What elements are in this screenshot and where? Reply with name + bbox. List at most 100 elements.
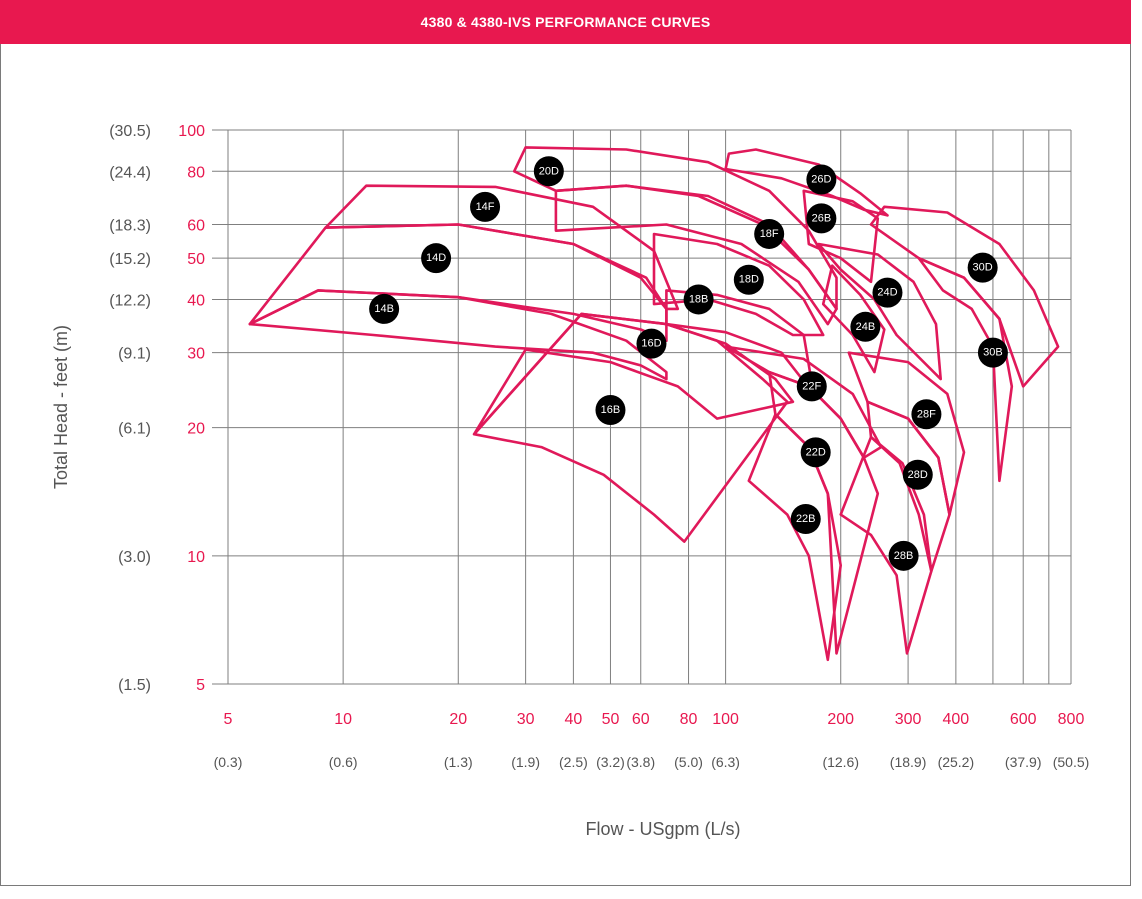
x-tick-label-gpm: 300 xyxy=(895,711,922,728)
y-axis-ticks: 5 (1.5) 10 (3.0) 20 (6.1) 30 (9.1) 40 (12.2) 50 (15… xyxy=(109,123,205,694)
y-tick-label-ft: 5 xyxy=(196,677,205,694)
badge-28d: 28D xyxy=(902,459,933,490)
x-tick-label-gpm: 80 xyxy=(680,711,698,728)
badge-circle xyxy=(733,264,764,295)
curve-28f xyxy=(847,351,966,516)
x-axis-label: Flow - USgpm (L/s) xyxy=(585,819,740,839)
badge-30d: 30D xyxy=(967,252,998,283)
badge-circle xyxy=(636,328,667,359)
badge-circle xyxy=(967,252,998,283)
x-tick-label-ls: (1.9) xyxy=(511,754,540,770)
badge-label: 30D xyxy=(973,262,993,274)
performance-curves-chart: 5 (1.5) 10 (3.0) 20 (6.1) 30 (9.1) 40 (12.2) 50 (15… xyxy=(51,123,1090,839)
y-tick-label-m: (24.4) xyxy=(109,164,151,181)
badge-label: 28F xyxy=(917,408,936,420)
x-tick-label-gpm: 30 xyxy=(517,711,535,728)
x-tick-label-ls: (0.3) xyxy=(214,754,243,770)
badge-28f: 28F xyxy=(911,399,942,430)
badge-circle xyxy=(872,277,903,308)
x-tick-label-gpm: 100 xyxy=(712,711,739,728)
y-tick-label-m: (15.2) xyxy=(109,251,151,268)
badge-22f: 22F xyxy=(796,371,827,402)
chart-frame xyxy=(0,0,1131,886)
badge-label: 20D xyxy=(539,165,559,177)
curve-badges: 14B 14D 14F 16B 16D 18B 18D 18F 20D 22B 22D 22F 24B 2… xyxy=(369,156,1008,571)
badge-26d: 26D xyxy=(806,164,837,195)
curve-30d xyxy=(869,205,1060,388)
curve-18d xyxy=(652,232,825,337)
badge-22d: 22D xyxy=(800,437,831,468)
y-tick-label-m: (12.2) xyxy=(109,292,151,309)
badge-26b: 26B xyxy=(806,203,837,234)
y-tick-label-ft: 30 xyxy=(187,346,205,363)
x-axis-ticks: 5 (0.3) 10 (0.6) 20 (1.3) 30 (1.9) 40 (2.5) 50 (3.2… xyxy=(214,711,1090,770)
badge-circle xyxy=(806,164,837,195)
badge-circle xyxy=(902,459,933,490)
badge-label: 18D xyxy=(739,274,759,286)
badge-14d: 14D xyxy=(421,243,452,274)
x-tick-label-ls: (3.8) xyxy=(626,754,655,770)
badge-circle xyxy=(800,437,831,468)
badge-circle xyxy=(470,191,501,222)
y-tick-label-ft: 60 xyxy=(187,217,205,234)
x-tick-label-gpm: 5 xyxy=(224,711,233,728)
y-tick-label-ft: 80 xyxy=(187,164,205,181)
x-tick-label-gpm: 50 xyxy=(602,711,620,728)
curve-24d xyxy=(817,242,942,381)
curve-24b xyxy=(821,264,886,374)
badge-18b: 18B xyxy=(683,284,714,315)
badge-circle xyxy=(533,156,564,187)
badge-label: 26D xyxy=(811,174,831,186)
badge-label: 22B xyxy=(796,513,816,525)
curve-16d xyxy=(472,312,795,436)
badge-label: 30B xyxy=(983,347,1003,359)
badge-30b: 30B xyxy=(977,337,1008,368)
badge-22b: 22B xyxy=(790,504,821,535)
x-tick-label-gpm: 20 xyxy=(449,711,467,728)
badge-circle xyxy=(595,395,626,426)
x-tick-label-ls: (12.6) xyxy=(822,754,859,770)
badge-18d: 18D xyxy=(733,264,764,295)
x-tick-label-gpm: 800 xyxy=(1058,711,1085,728)
x-tick-label-gpm: 60 xyxy=(632,711,650,728)
badge-label: 18F xyxy=(760,228,779,240)
curve-20d xyxy=(512,146,838,311)
badge-circle xyxy=(911,399,942,430)
x-tick-label-ls: (25.2) xyxy=(938,754,975,770)
badge-18f: 18F xyxy=(754,218,785,249)
badge-20d: 20D xyxy=(533,156,564,187)
y-axis-label: Total Head - feet (m) xyxy=(51,325,71,489)
badge-16d: 16D xyxy=(636,328,667,359)
curve-26d xyxy=(724,148,889,217)
badge-label: 24B xyxy=(856,321,876,333)
badge-label: 16D xyxy=(641,338,661,350)
y-tick-label-m: (9.1) xyxy=(118,346,151,363)
x-tick-label-gpm: 10 xyxy=(334,711,352,728)
badge-label: 22D xyxy=(806,446,826,458)
badge-circle xyxy=(683,284,714,315)
badge-24b: 24B xyxy=(850,311,881,342)
badge-circle xyxy=(977,337,1008,368)
badge-label: 14D xyxy=(426,252,446,264)
x-tick-label-ls: (3.2) xyxy=(596,754,625,770)
badge-label: 16B xyxy=(601,404,621,416)
x-tick-label-gpm: 600 xyxy=(1010,711,1037,728)
x-tick-label-gpm: 200 xyxy=(827,711,854,728)
x-tick-label-ls: (5.0) xyxy=(674,754,703,770)
x-tick-label-ls: (18.9) xyxy=(890,754,927,770)
badge-circle xyxy=(790,504,821,535)
y-tick-label-m: (6.1) xyxy=(118,421,151,438)
badge-circle xyxy=(421,243,452,274)
y-tick-label-ft: 20 xyxy=(187,421,205,438)
badge-14b: 14B xyxy=(369,293,400,324)
badge-16b: 16B xyxy=(595,395,626,426)
y-tick-label-ft: 100 xyxy=(178,123,205,140)
badge-circle xyxy=(850,311,881,342)
x-tick-label-gpm: 400 xyxy=(943,711,970,728)
badge-label: 18B xyxy=(689,293,709,305)
curve-14f xyxy=(324,184,680,311)
x-tick-label-ls: (1.3) xyxy=(444,754,473,770)
y-tick-label-ft: 40 xyxy=(187,292,205,309)
y-tick-label-ft: 10 xyxy=(187,549,205,566)
x-tick-label-ls: (6.3) xyxy=(711,754,740,770)
